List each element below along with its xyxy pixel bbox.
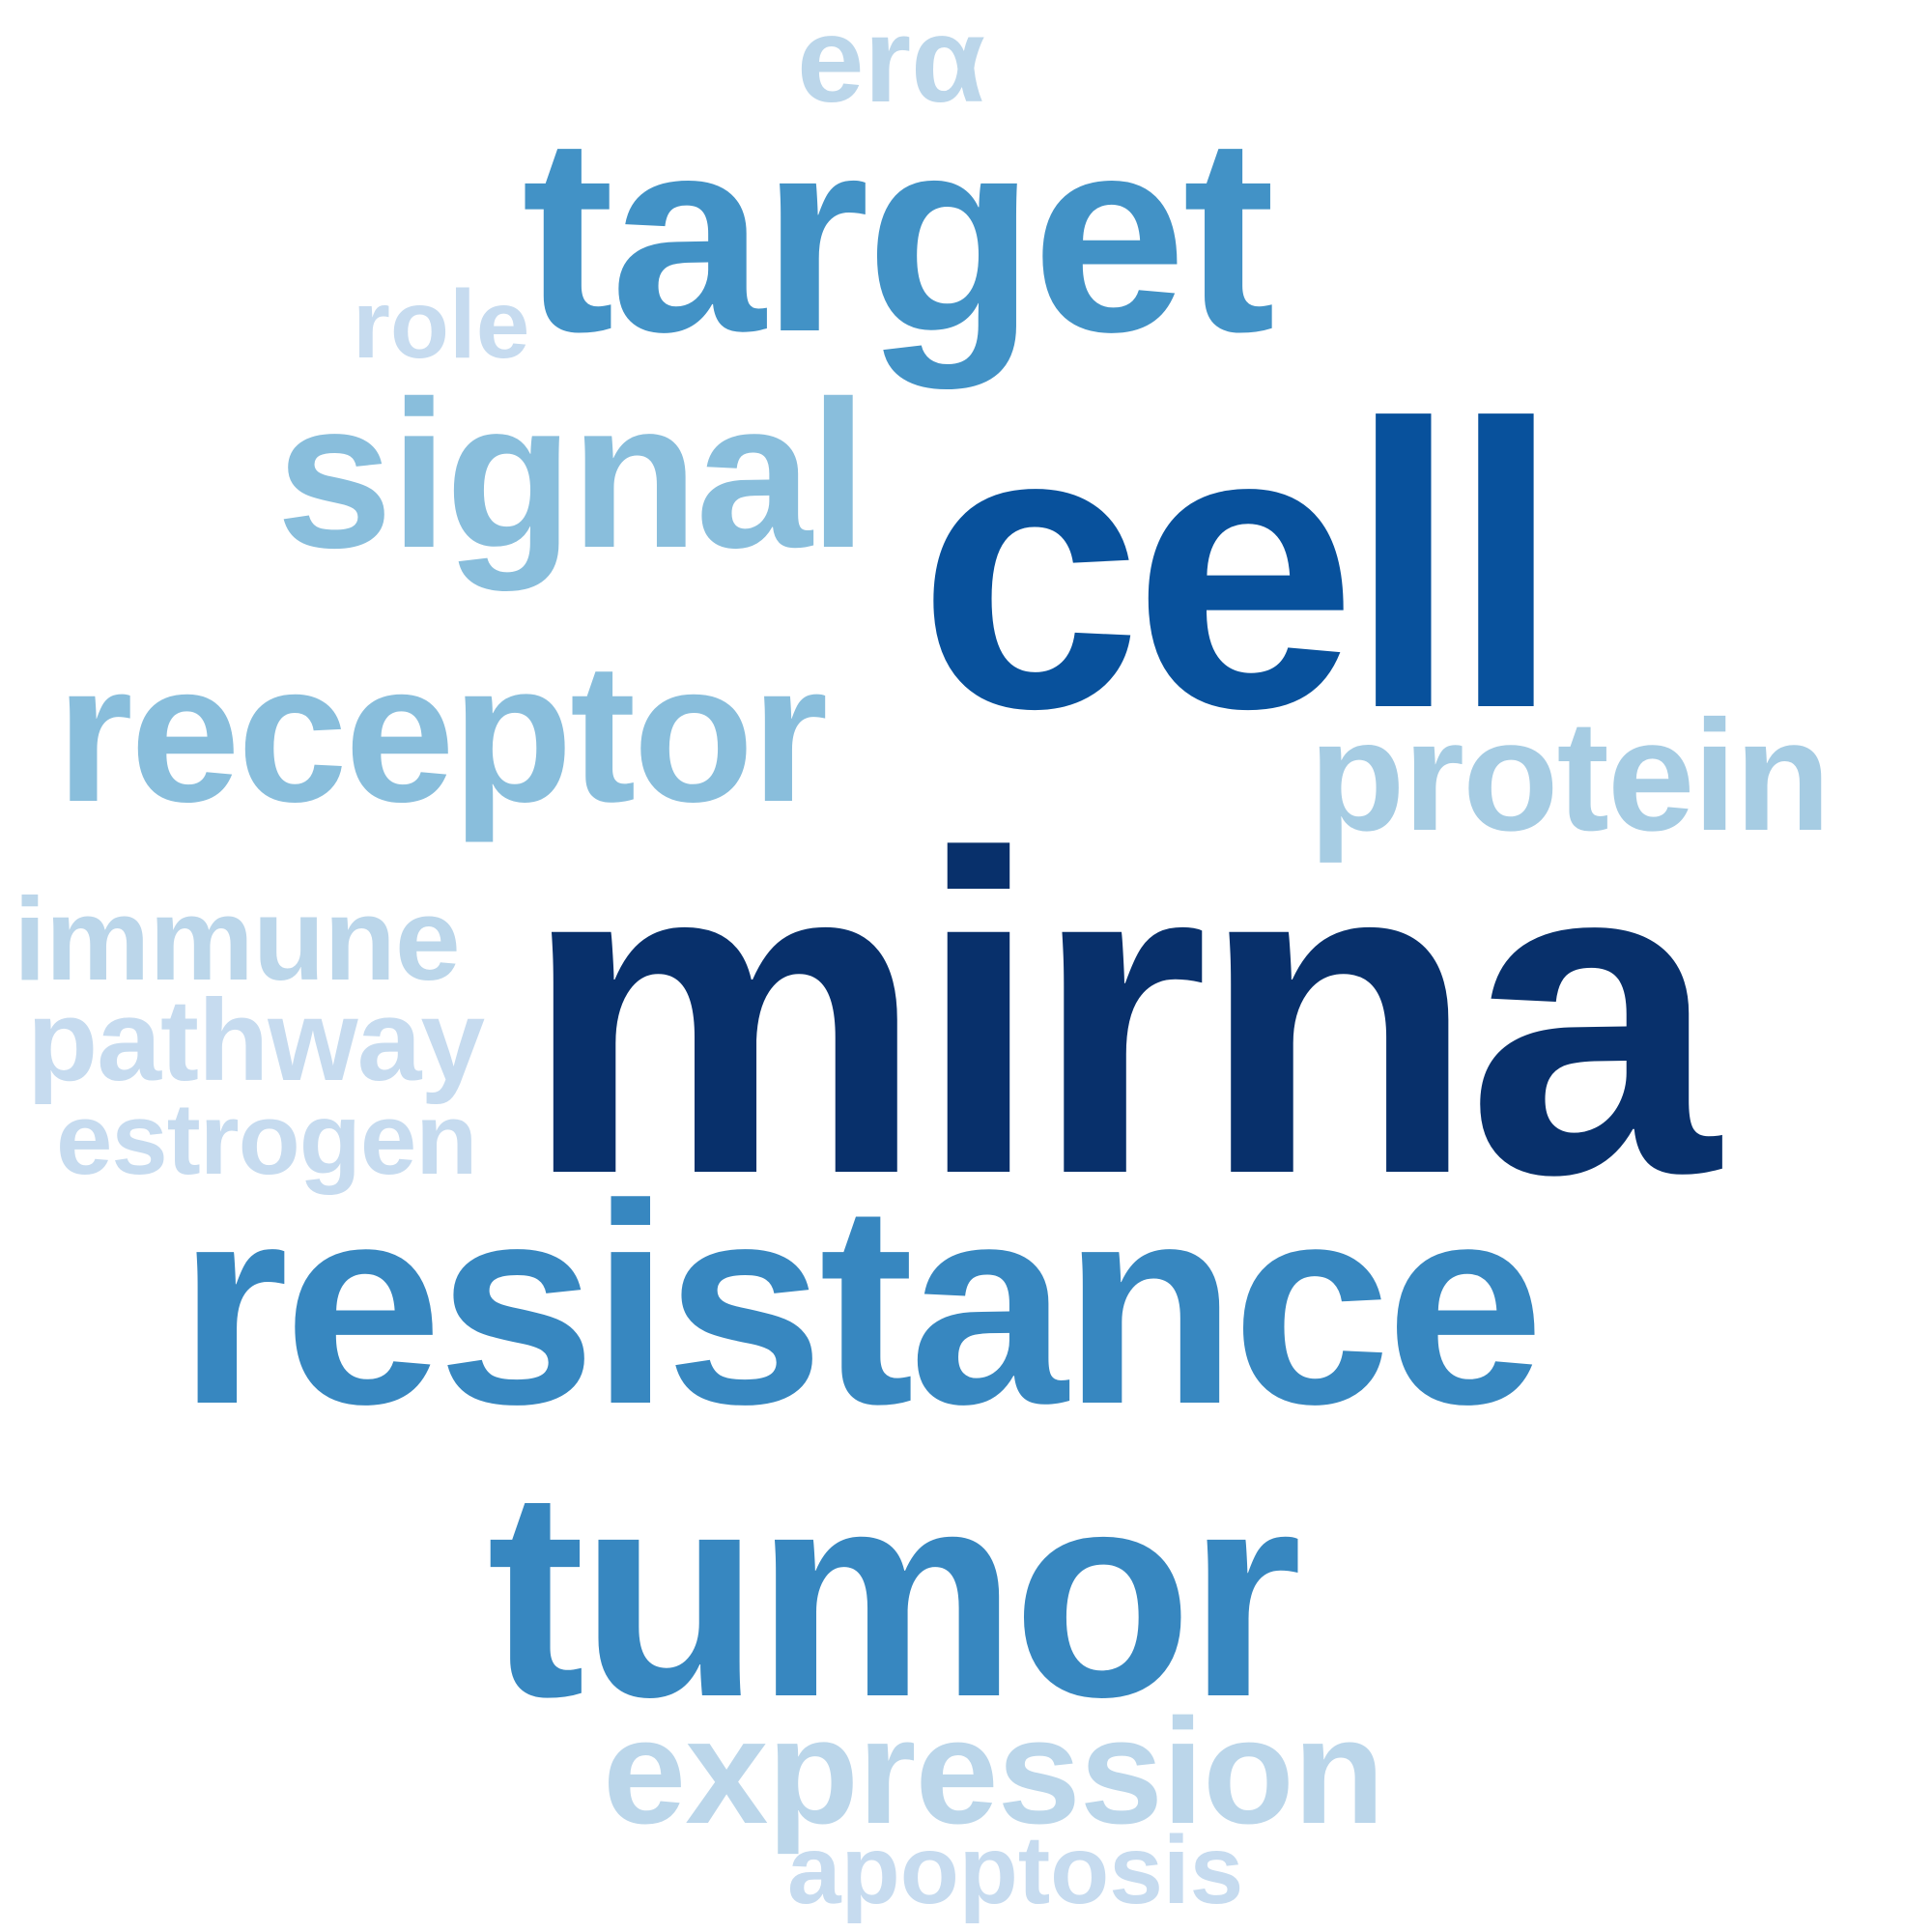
word-resistance: resistance bbox=[178, 1145, 1545, 1463]
word-expression: expression bbox=[603, 1688, 1384, 1855]
word-role: role bbox=[353, 270, 530, 379]
word-mirna: mirna bbox=[522, 761, 1719, 1268]
word-estrogen: estrogen bbox=[56, 1083, 477, 1196]
word-protein: protein bbox=[1309, 687, 1831, 864]
word-cell: cell bbox=[918, 341, 1562, 792]
word-immune: immune bbox=[14, 873, 461, 1005]
word-era: erα bbox=[797, 0, 986, 128]
word-target: target bbox=[522, 79, 1275, 390]
word-pathway: pathway bbox=[27, 976, 485, 1105]
word-apoptosis: apoptosis bbox=[787, 1816, 1244, 1924]
word-tumor: tumor bbox=[487, 1429, 1302, 1758]
word-signal: signal bbox=[276, 357, 867, 591]
word-receptor: receptor bbox=[56, 622, 828, 843]
